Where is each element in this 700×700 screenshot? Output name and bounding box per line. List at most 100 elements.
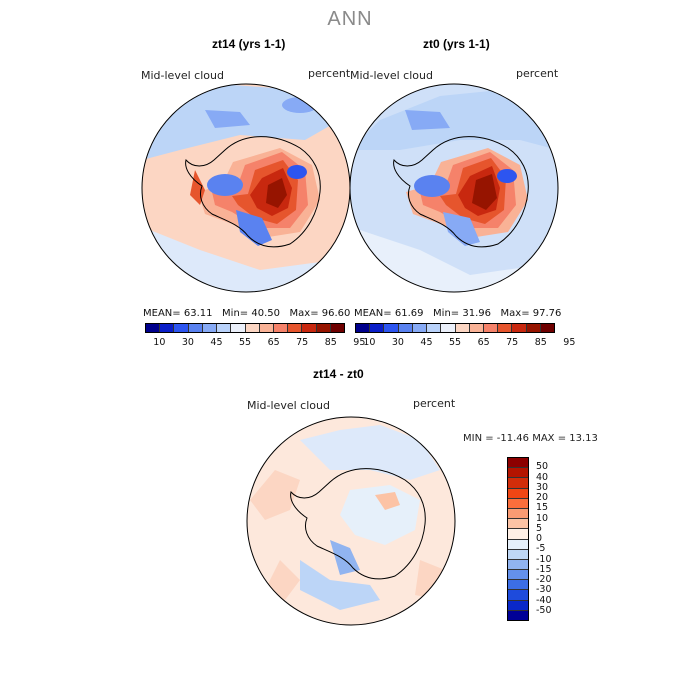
panel-2-colorbar-swatch [398,324,413,332]
panel-1-colorbar-swatch [330,324,345,332]
diff-colorbar-swatch [508,610,528,620]
figure-title: ANN [327,8,373,30]
diff-colorbar-tick-label: -50 [536,604,552,616]
diff-colorbar-tick-label: 0 [536,533,543,544]
diff-colorbar-tick-label: 20 [536,492,549,503]
diff-colorbar-tick-label: 5 [536,522,543,534]
diff-colorbar-swatch [508,458,528,469]
panel-2-colorbar-swatch [469,324,484,332]
panel-1-colorbar-tick-label: 95 [353,337,366,348]
diff-colorbar-labels: 50 40 30 20 15 10 5 0 -5 -10 -15 -20 -30 -40 -50 [536,457,576,621]
panel-2-colorbar [355,323,555,333]
panel-2-colorbar-swatch [370,324,385,332]
panel-1-min: 40.50 [251,308,280,319]
panel-2-colorbar-swatch [540,324,555,332]
panel-2-colorbar-tick-label: 95 [563,337,576,348]
panel-1-colorbar-swatch [259,324,274,332]
diff-range: MIN = -11.46 MAX = 13.13 [463,433,598,444]
panel-2-colorbar-tick-label: 65 [477,337,490,348]
panel-2-colorbar-swatch [455,324,470,332]
diff-colorbar-swatch [508,508,528,520]
diff-colorbar-swatch [508,519,528,530]
panel-1-colorbar-swatch [174,324,189,332]
panel-1-colorbar-tick-label: 30 [181,337,194,348]
diff-colorbar-swatch [508,468,528,479]
diff-colorbar-swatch [508,498,528,509]
panel-1-colorbar-swatch [316,324,331,332]
diff-colorbar-swatch [508,478,528,489]
panel-1-colorbar-swatch [231,324,246,332]
diff-colorbar-tick-label: -30 [536,584,552,596]
panel-1-colorbar-swatch [302,324,317,332]
diff-colorbar-tick-label: 10 [536,512,549,524]
panel-1-colorbar-swatch [217,324,232,332]
panel-1-colorbar-swatch [188,324,203,332]
panel-2-colorbar-swatch [412,324,428,332]
panel-1-max: 96.60 [321,308,351,319]
panel-1-colorbar-swatch [202,324,218,332]
panel-2-field: Mid-level cloud [350,69,433,82]
diff-colorbar-swatch [508,600,528,611]
panel-2-max: 97.76 [532,308,562,319]
diff-colorbar [507,457,529,621]
panel-2-colorbar-tick-label: 85 [534,337,547,348]
map-zt14 [142,84,350,292]
panel-1-field: Mid-level cloud [141,69,224,82]
diff-colorbar-tick-label: 30 [536,481,549,493]
panel-2-colorbar-swatch [483,324,499,332]
diff-colorbar-swatch [508,559,528,571]
panel-2-colorbar-labels: 10 30 45 55 65 75 85 95 [355,337,575,349]
diff-colorbar-swatch [508,580,528,591]
panel-1-colorbar [145,323,345,333]
panel-1-colorbar-tick-label: 45 [210,337,223,348]
diff-units: percent [413,397,456,410]
diff-colorbar-tick-label: -10 [536,553,552,565]
panel-2-colorbar-swatch [441,324,456,332]
panel-2-colorbar-tick-label: 10 [363,337,376,348]
diff-colorbar-tick-label: -5 [536,543,546,555]
diff-colorbar-tick-label: -15 [536,563,552,575]
panel-1-colorbar-tick-label: 10 [153,337,166,348]
panel-2-colorbar-tick-label: 75 [506,337,519,348]
panel-1-colorbar-swatch [245,324,260,332]
panel-1-colorbar-labels: 10 30 45 55 65 75 85 95 [145,337,365,349]
panel-1-colorbar-swatch [288,324,303,332]
panel-2-colorbar-tick-label: 45 [420,337,433,348]
panel-1-colorbar-tick-label: 85 [324,337,337,348]
panel-2-colorbar-swatch [498,324,513,332]
map-diff [247,417,455,625]
panel-1-colorbar-tick-label: 65 [267,337,280,348]
panel-2-colorbar-swatch [512,324,527,332]
diff-colorbar-swatch [508,529,528,540]
diff-colorbar-tick-label: 50 [536,461,549,473]
panel-1-colorbar-swatch [146,324,161,332]
panel-2-colorbar-swatch [526,324,541,332]
diff-colorbar-tick-label: 40 [536,471,549,483]
diff-colorbar-swatch [508,570,528,581]
diff-colorbar-tick-label: -40 [536,594,552,606]
diff-field: Mid-level cloud [247,399,330,412]
panel-2-mean: 61.69 [394,308,424,319]
diff-colorbar-swatch [508,488,528,499]
map-zt0 [350,84,558,292]
diff-colorbar-swatch [508,549,528,560]
panel-1-colorbar-swatch [160,324,175,332]
panel-2-title: zt0 (yrs 1-1) [423,37,490,51]
panel-2-colorbar-tick-label: 55 [449,337,462,348]
panel-1-colorbar-tick-label: 75 [296,337,309,348]
panel-2-colorbar-tick-label: 30 [391,337,404,348]
diff-title: zt14 - zt0 [313,367,364,381]
panel-2-min: 31.96 [462,308,491,319]
panel-2-colorbar-swatch [356,324,371,332]
diff-colorbar-tick-label: 15 [536,502,549,514]
diff-colorbar-tick-label: -20 [536,574,552,585]
panel-1-mean: 63.11 [183,308,213,319]
panel-1-colorbar-tick-label: 55 [239,337,252,348]
diff-colorbar-swatch [508,590,528,601]
panel-2-units: percent [516,67,559,80]
diff-colorbar-swatch [508,539,528,550]
panel-1-units: percent [308,67,351,80]
panel-2-colorbar-swatch [427,324,442,332]
panel-1-title: zt14 (yrs 1-1) [212,37,286,51]
